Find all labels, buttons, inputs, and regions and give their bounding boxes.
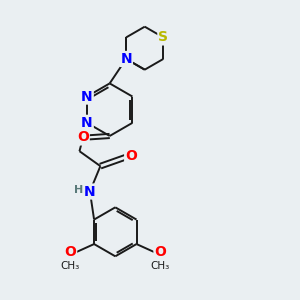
- Text: O: O: [64, 245, 76, 260]
- Text: H: H: [74, 185, 83, 195]
- Text: O: O: [77, 130, 89, 145]
- Text: CH₃: CH₃: [151, 261, 170, 271]
- Text: CH₃: CH₃: [61, 261, 80, 271]
- Text: N: N: [81, 116, 93, 130]
- Text: N: N: [81, 89, 93, 103]
- Text: S: S: [158, 30, 168, 44]
- Text: N: N: [84, 184, 96, 199]
- Text: N: N: [120, 52, 132, 66]
- Text: O: O: [154, 245, 166, 260]
- Text: O: O: [125, 149, 137, 163]
